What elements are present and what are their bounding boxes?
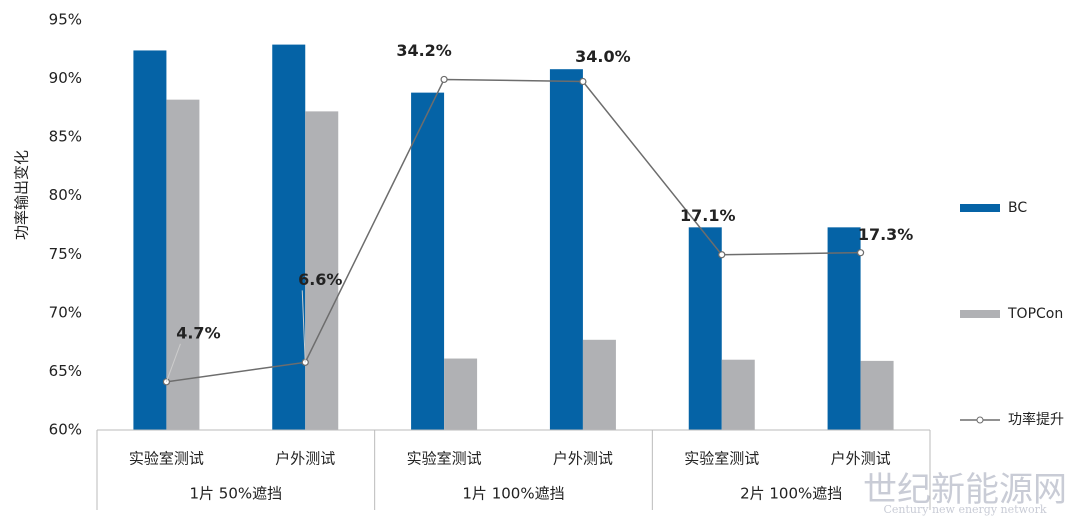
line-marker [440, 75, 448, 84]
bar [444, 358, 478, 430]
bar [688, 227, 722, 430]
x-tick-label: 户外测试 [553, 450, 613, 468]
bar [133, 50, 167, 430]
watermark: 世纪新能源网 [863, 470, 1067, 510]
legend-swatch [960, 310, 1000, 318]
bar [305, 111, 339, 430]
legend-label: 功率提升 [1008, 411, 1064, 428]
y-tick-label: 95% [49, 11, 82, 29]
y-tick-label: 65% [49, 362, 82, 380]
data-label: 4.7% [176, 323, 220, 342]
y-tick-label: 70% [49, 303, 82, 321]
y-axis-label: 功率输出变化 [13, 150, 31, 240]
y-tick-label: 90% [49, 69, 82, 87]
line-marker [856, 249, 865, 257]
legend-swatch [960, 204, 1000, 212]
legend-label: BC [1008, 200, 1027, 216]
data-label: 17.1% [680, 206, 736, 225]
line-marker [579, 77, 587, 86]
bar [721, 359, 755, 430]
bar [166, 99, 200, 431]
data-label: 34.0% [575, 47, 631, 66]
data-label: 34.2% [396, 41, 452, 60]
x-tick-label: 实验室测试 [684, 450, 759, 468]
watermark: Century new energy network [883, 503, 1046, 516]
y-tick-label: 85% [49, 128, 82, 146]
leader-line [165, 343, 181, 382]
y-tick-label: 60% [49, 421, 82, 439]
legend-marker [976, 416, 984, 424]
bar [860, 360, 894, 430]
legend-label: TOPCon [1007, 306, 1063, 322]
x-tick-label: 户外测试 [831, 450, 891, 468]
line [166, 78, 861, 383]
bar [582, 339, 616, 430]
x-tick-label: 实验室测试 [129, 450, 204, 468]
y-tick-label: 80% [49, 186, 82, 204]
data-label: 17.3% [858, 225, 914, 244]
y-tick-label: 75% [49, 245, 82, 263]
bar [827, 227, 861, 430]
group-label: 1片 100%遮挡 [462, 485, 564, 503]
bar [411, 92, 445, 430]
group-label: 2片 100%遮挡 [740, 485, 842, 503]
bar [549, 69, 583, 430]
bar [272, 44, 306, 430]
data-label: 6.6% [298, 270, 342, 289]
x-tick-label: 户外测试 [275, 450, 335, 468]
leader-line [301, 290, 306, 363]
x-tick-label: 实验室测试 [407, 450, 482, 468]
group-label: 1片 50%遮挡 [190, 485, 283, 503]
line-marker [718, 251, 726, 259]
